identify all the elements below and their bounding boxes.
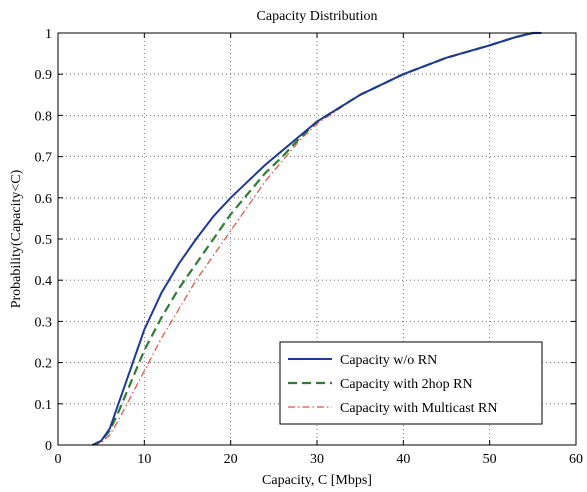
x-tick-label: 40 xyxy=(396,452,410,467)
plot-area xyxy=(92,31,542,446)
x-tick-label: 20 xyxy=(224,452,238,467)
y-tick-label: 0.3 xyxy=(35,315,53,330)
y-tick-label: 0.2 xyxy=(35,357,53,372)
y-tick-label: 0.4 xyxy=(35,274,53,289)
chart-title: Capacity Distribution xyxy=(257,9,378,24)
y-tick-label: 1 xyxy=(45,27,52,42)
x-tick-label: 30 xyxy=(310,452,324,467)
x-tick-labels: 0 10 20 30 40 50 60 xyxy=(55,452,584,467)
series-line xyxy=(92,32,542,446)
x-tick-label: 10 xyxy=(137,452,151,467)
series-layer xyxy=(92,31,542,446)
legend-entry-label: Capacity with Multicast RN xyxy=(340,401,497,416)
legend-box xyxy=(279,341,543,425)
grid-lines xyxy=(58,33,576,445)
x-tick-label: 60 xyxy=(569,452,583,467)
legend-entry-label: Capacity w/o RN xyxy=(340,353,437,368)
y-tick-label: 0.1 xyxy=(35,398,53,413)
y-tick-label: 0.7 xyxy=(35,151,53,166)
x-axis-label: Capacity, C [Mbps] xyxy=(262,473,372,488)
axis-ticks xyxy=(57,32,577,446)
y-tick-label: 0.5 xyxy=(35,233,53,248)
y-axis-label: Probability(Capacity<C) xyxy=(9,169,24,308)
y-tick-label: 0.6 xyxy=(35,192,53,207)
legend-entry-label: Capacity with 2hop RN xyxy=(340,377,473,392)
x-tick-label: 50 xyxy=(483,452,497,467)
y-tick-labels: 0 0.1 0.2 0.3 0.4 0.5 0.6 0.7 0.8 0.9 1 xyxy=(35,27,53,454)
x-tick-label: 0 xyxy=(55,452,62,467)
y-tick-label: 0.8 xyxy=(35,109,53,124)
y-tick-label: 0 xyxy=(45,439,52,454)
y-tick-label: 0.9 xyxy=(35,68,53,83)
legend: Capacity w/o RN Capacity with 2hop RN Capa… xyxy=(279,341,543,425)
